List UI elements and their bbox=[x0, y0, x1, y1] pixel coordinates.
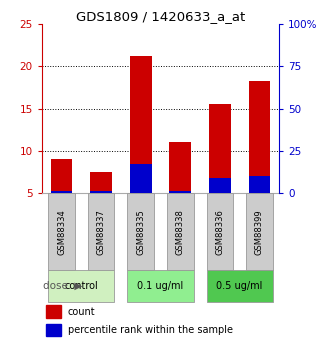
Bar bbox=[48, 193, 75, 270]
Text: percentile rank within the sample: percentile rank within the sample bbox=[68, 325, 233, 335]
Text: dose  ▶: dose ▶ bbox=[42, 281, 82, 291]
Text: count: count bbox=[68, 307, 95, 317]
Bar bbox=[90, 191, 112, 193]
Bar bbox=[51, 159, 73, 193]
Title: GDS1809 / 1420633_a_at: GDS1809 / 1420633_a_at bbox=[76, 10, 245, 23]
Text: GSM88338: GSM88338 bbox=[176, 209, 185, 255]
Text: GSM88335: GSM88335 bbox=[136, 209, 145, 255]
Bar bbox=[51, 191, 73, 193]
Text: GSM88337: GSM88337 bbox=[97, 209, 106, 255]
Bar bbox=[130, 56, 152, 193]
Bar bbox=[207, 193, 233, 270]
Bar bbox=[90, 172, 112, 193]
Bar bbox=[88, 193, 114, 270]
Bar bbox=[127, 270, 194, 302]
Text: 0.5 ug/ml: 0.5 ug/ml bbox=[216, 281, 263, 291]
Text: GSM88334: GSM88334 bbox=[57, 209, 66, 255]
Bar bbox=[127, 193, 154, 270]
Bar bbox=[248, 176, 270, 193]
Text: GSM88399: GSM88399 bbox=[255, 209, 264, 255]
Bar bbox=[47, 306, 61, 318]
Text: 0.1 ug/ml: 0.1 ug/ml bbox=[137, 281, 184, 291]
Bar bbox=[207, 270, 273, 302]
Bar bbox=[167, 193, 194, 270]
Bar bbox=[209, 105, 231, 193]
Text: control: control bbox=[65, 281, 98, 291]
Bar bbox=[130, 164, 152, 193]
Bar bbox=[246, 193, 273, 270]
Bar bbox=[169, 142, 191, 193]
Bar bbox=[209, 178, 231, 193]
Bar bbox=[169, 191, 191, 193]
Bar bbox=[47, 324, 61, 336]
Text: GSM88336: GSM88336 bbox=[215, 209, 224, 255]
Bar bbox=[248, 81, 270, 193]
Bar bbox=[48, 270, 114, 302]
